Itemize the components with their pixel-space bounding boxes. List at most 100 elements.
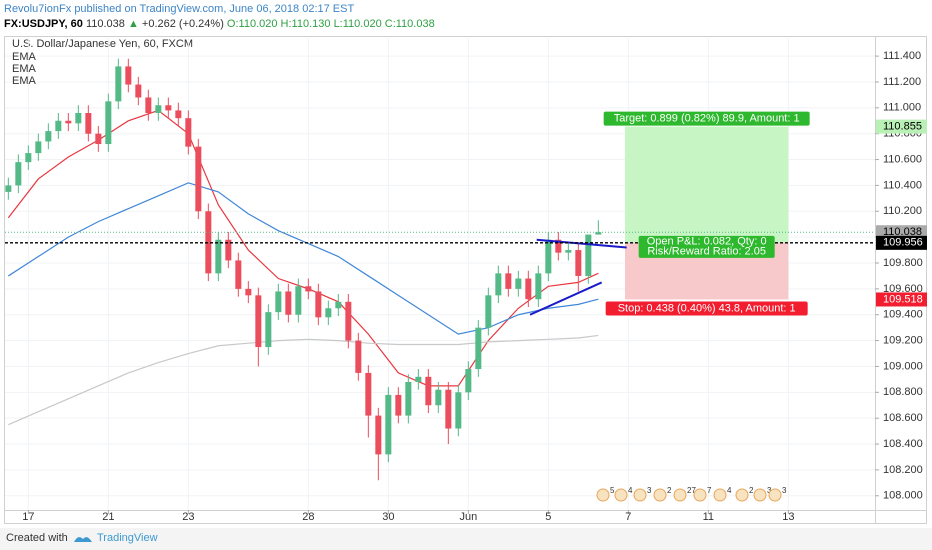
candle-body [395,394,402,416]
candle-body [255,295,262,348]
candle-body [35,141,42,154]
event-count: 7 [707,486,712,495]
x-tick-label: 11 [703,511,714,523]
event-icon [753,488,767,502]
candle-body [75,113,82,124]
event-icon [768,488,782,502]
arrow: ▲ [127,18,139,30]
candle-body [455,392,462,429]
event-count: 5 [610,486,615,495]
candle-body [195,146,202,212]
label-box [605,301,808,316]
price: 110.038 [85,18,125,30]
candle-body [355,340,362,373]
x-tick-label: 7 [625,511,631,523]
candle-body [45,131,52,142]
y-tick-label: 109.600 [883,283,923,295]
legend-entry: EMA [12,51,37,63]
ema-line [7,109,599,387]
candle-body [125,66,132,85]
price-marker [876,235,927,250]
event-icon [673,488,687,502]
candle-body [235,260,242,289]
label-box [603,111,810,126]
ema-line [8,182,599,335]
event-count: 3 [647,486,652,495]
y-tick-label: 108.200 [883,464,923,476]
x-tick-label: 5 [545,511,551,523]
trendline [529,281,603,316]
y-tick-label: 110.200 [883,205,922,217]
event-icon [713,488,727,502]
candle-body [145,97,152,114]
candle-body [385,394,392,455]
footer: Created with TradingView [0,528,932,550]
y-tick-label: 111.000 [883,102,921,114]
ema-line [8,334,599,426]
event-icon [693,488,707,502]
y-tick-label: 110.400 [883,179,922,191]
x-tick-label: 21 [102,511,114,523]
y-tick-label: 109.000 [883,360,923,372]
candle-body [175,110,182,119]
candle-body [105,101,112,145]
y-tick-label: 109.400 [883,309,923,321]
ohlc-low: L:110.020 [333,18,382,30]
trendline [536,238,627,249]
candle-body [535,273,542,300]
candle-body [205,211,212,274]
footer-created: Created with [6,532,68,544]
candle-body [435,389,442,406]
y-tick-label: 111.400 [883,50,921,62]
price-marker-label: 109.956 [883,237,923,249]
candle-body [425,376,432,406]
change: +0.262 (+0.24%) [141,18,224,30]
logo [74,537,92,542]
candle-body [165,105,172,111]
chart-title: U.S. Dollar/Japanese Yen, 60, FXCM [12,38,193,50]
x-tick-label: 23 [182,511,194,523]
position-label: Target: 0.899 (0.82%) 89.9, Amount: 1 [614,112,800,124]
candle-body [345,301,352,341]
price-marker-label: 110.855 [883,120,922,132]
x-tick-label: 13 [782,511,794,523]
candle-body [305,286,312,292]
quote-line: FX:USDJPY, 60 110.038 ▲ +0.262 (+0.24%) … [4,18,435,30]
x-tick-label: 30 [382,511,394,523]
event-count: 2 [667,486,672,495]
header-title: Revolu7ionFx published on TradingView.co… [4,3,355,15]
candle-body [515,278,522,289]
y-tick-label: 109.800 [883,257,923,269]
target-zone [625,126,789,243]
pnl-label: Open P&L: 0.082, Qty: 0 [647,236,767,248]
candle-body [575,250,582,276]
ohlc-high: H:110.130 [280,18,331,30]
legend-entry: EMA [12,75,37,87]
ohlc-close: C:110.038 [384,18,435,30]
price-marker [876,119,927,134]
candle-body [415,376,422,382]
candle-body [445,389,452,429]
candle-body [565,250,572,253]
event-icon [653,488,667,502]
y-tick-label: 108.800 [883,386,923,398]
header: Revolu7ionFx published on TradingView.co… [4,3,354,15]
frame [4,36,927,524]
ohlc-open: O:110.020 [226,18,278,30]
footer-brand: TradingView [97,532,158,544]
price-marker [876,292,927,307]
candle-body [115,66,122,102]
x-tick-label: 17 [22,511,34,523]
candle-body [215,239,222,274]
event-icon [614,488,628,502]
y-tick-label: 108.000 [883,490,923,502]
legend-entry: EMA [12,63,37,75]
candle-body [225,239,232,261]
candle-body [555,239,562,253]
event-count: 27 [687,486,696,495]
event-count: 4 [628,486,633,495]
candle-body [585,234,592,276]
candle-body [65,120,72,124]
event-icon [735,488,749,502]
